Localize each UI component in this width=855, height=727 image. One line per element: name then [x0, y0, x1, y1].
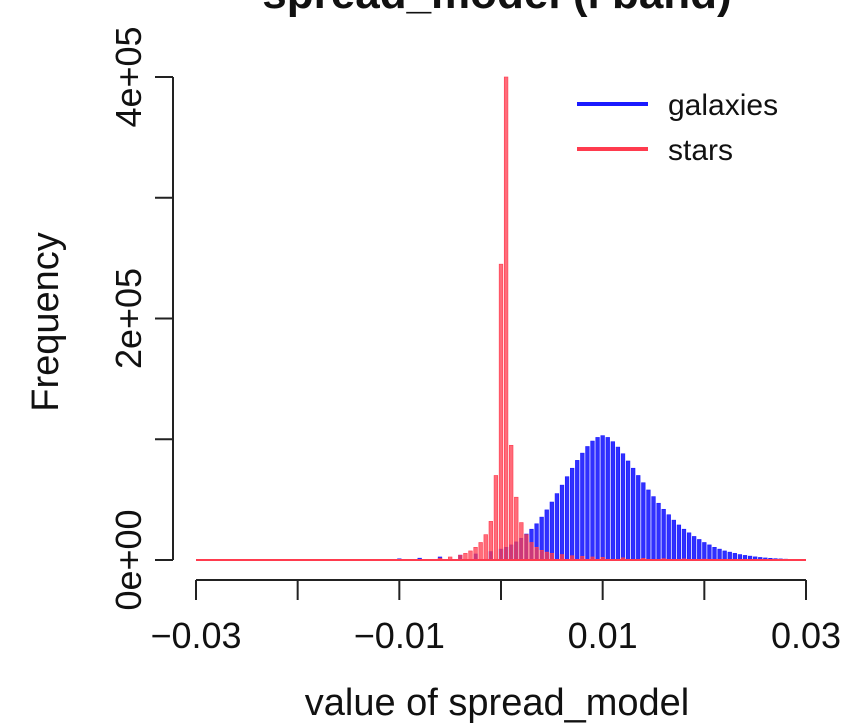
stars-bar-23: [503, 76, 509, 561]
stars-bar-29: [534, 547, 539, 561]
stars-bar-30: [539, 550, 544, 561]
stars-bar-20: [488, 521, 493, 561]
stars-bar-26: [519, 522, 524, 561]
y-tick-label: 2e+05: [108, 268, 149, 369]
galaxies-bar-46: [651, 496, 656, 561]
galaxies-bar-51: [676, 524, 682, 561]
galaxies-bar-28: [559, 484, 565, 561]
galaxies-bar-30: [570, 467, 575, 561]
stars-bar-16: [468, 550, 473, 561]
galaxies-bar-33: [585, 446, 590, 561]
galaxies-bar-40: [620, 453, 626, 561]
galaxies-bar-35: [595, 437, 600, 561]
galaxies-bar-31: [575, 460, 580, 561]
galaxies-bar-60: [722, 550, 727, 561]
legend-label-stars: stars: [668, 134, 733, 167]
legend: galaxies stars: [577, 89, 778, 167]
galaxies-bar-38: [610, 441, 615, 561]
galaxies-bar-53: [686, 532, 692, 561]
y-axis-ticks: 0e+00 2e+05 4e+05: [108, 26, 173, 611]
y-tick-label: 0e+00: [108, 509, 149, 610]
galaxies-bar-45: [646, 489, 651, 561]
galaxies-bar-34: [590, 440, 595, 561]
galaxies-bar-44: [641, 482, 646, 561]
stars-bar-25: [514, 496, 519, 561]
stars-bar-24: [509, 444, 514, 561]
galaxies-bar-49: [666, 514, 671, 561]
galaxies-bar-27: [554, 493, 560, 561]
galaxies-bar-55: [697, 539, 702, 561]
stars-bar-17: [473, 547, 478, 561]
galaxies-bar-43: [636, 475, 641, 561]
galaxies-bar-41: [625, 460, 631, 561]
galaxies-bar-48: [661, 508, 666, 561]
x-tick-label: 0.03: [771, 615, 841, 656]
galaxies-bar-42: [631, 467, 636, 561]
galaxies-bar-52: [681, 528, 687, 561]
galaxies-bar-32: [580, 452, 585, 561]
stars-bar-18: [478, 542, 483, 561]
series-stars: [196, 76, 806, 561]
stars-bar-27: [524, 534, 529, 561]
y-tick-label: 4e+05: [108, 26, 149, 127]
galaxies-bar-56: [702, 542, 707, 561]
legend-label-galaxies: galaxies: [668, 89, 778, 122]
galaxies-bar-59: [717, 548, 722, 561]
galaxies-bar-58: [712, 547, 717, 561]
stars-bar-21: [493, 475, 499, 561]
galaxies-bar-54: [692, 536, 697, 561]
galaxies-bar-57: [707, 544, 712, 561]
x-axis-label: value of spread_model: [305, 682, 689, 724]
galaxies-bar-47: [656, 502, 661, 561]
galaxies-bar-26: [549, 501, 554, 561]
chart-title: spread_model (i band): [262, 0, 731, 18]
stars-bar-19: [483, 534, 488, 561]
x-tick-label: −0.01: [354, 615, 445, 656]
stars-bar-22: [498, 263, 504, 561]
galaxies-bar-61: [727, 551, 732, 561]
galaxies-bar-50: [671, 519, 676, 561]
stars-bar-31: [544, 551, 549, 561]
x-tick-label: 0.01: [568, 615, 638, 656]
galaxies-bar-29: [564, 476, 570, 561]
x-axis-ticks: −0.03 −0.01 0.01 0.03: [150, 580, 841, 656]
x-tick-label: −0.03: [150, 615, 241, 656]
stars-bar-28: [529, 542, 534, 561]
galaxies-bar-36: [600, 435, 605, 561]
plot-area: [196, 76, 806, 561]
galaxies-bar-37: [605, 437, 610, 561]
galaxies-bar-39: [615, 446, 621, 561]
y-axis-label: Frequency: [25, 232, 67, 412]
